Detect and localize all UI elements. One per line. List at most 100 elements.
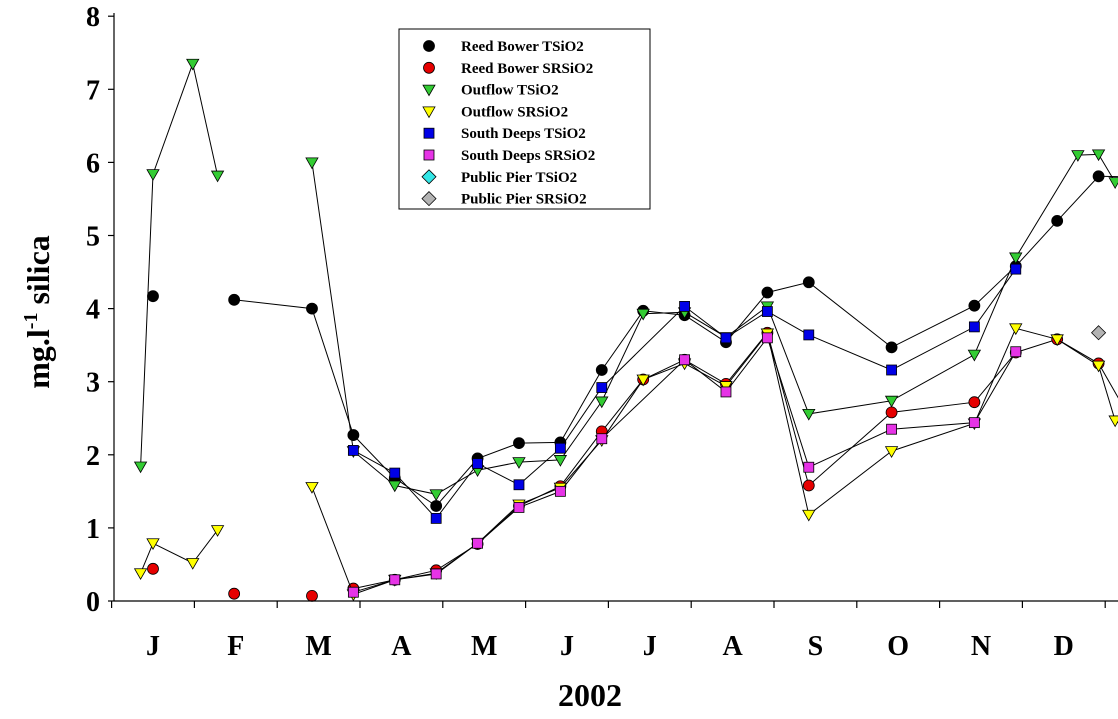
x-tick-label: F bbox=[227, 631, 244, 662]
y-tick-label: 1 bbox=[86, 514, 100, 545]
series-line bbox=[234, 175, 1118, 507]
legend-label: South Deeps TSiO2 bbox=[461, 126, 586, 142]
legend-marker bbox=[422, 84, 436, 97]
legend-label: Reed Bower SRSiO2 bbox=[461, 61, 593, 77]
data-point bbox=[1050, 334, 1064, 347]
data-point bbox=[186, 558, 200, 570]
legend-marker bbox=[423, 40, 435, 52]
legend-marker bbox=[422, 106, 436, 119]
data-point bbox=[430, 500, 443, 512]
data-point bbox=[210, 525, 225, 537]
data-point bbox=[347, 429, 360, 441]
legend-label: Reed Bower TSiO2 bbox=[461, 39, 584, 55]
data-point bbox=[513, 502, 525, 513]
y-tick-label: 7 bbox=[86, 75, 100, 106]
data-point bbox=[472, 458, 483, 469]
x-tick-label: O bbox=[887, 631, 909, 662]
data-point bbox=[884, 446, 899, 458]
y-tick-label: 6 bbox=[86, 148, 100, 179]
data-point bbox=[389, 467, 401, 479]
data-point bbox=[802, 276, 815, 289]
data-point bbox=[472, 537, 483, 549]
data-point bbox=[1071, 150, 1085, 162]
data-point bbox=[306, 589, 318, 602]
data-point bbox=[968, 321, 980, 333]
data-point bbox=[554, 442, 566, 454]
y-tick-label: 3 bbox=[86, 368, 100, 399]
data-point bbox=[146, 169, 160, 181]
data-point bbox=[886, 364, 897, 376]
data-point bbox=[1108, 415, 1118, 428]
series-outflow-srsio2 bbox=[133, 323, 1118, 602]
data-point bbox=[802, 509, 816, 522]
series-south-deeps-srsio2 bbox=[347, 332, 1022, 598]
legend-marker bbox=[423, 127, 435, 139]
data-point bbox=[306, 302, 318, 315]
data-point bbox=[968, 417, 980, 429]
y-axis-title-main: mg.l bbox=[20, 329, 56, 389]
data-point bbox=[228, 587, 241, 600]
data-point bbox=[636, 374, 650, 387]
data-point bbox=[553, 455, 568, 467]
x-tick-label: J bbox=[643, 631, 657, 662]
x-tick-label: S bbox=[808, 631, 824, 662]
data-point bbox=[1091, 325, 1107, 341]
y-axis-title-sup: -1 bbox=[20, 313, 42, 330]
y-tick-label: 8 bbox=[86, 2, 100, 33]
y-axis-title-tail: silica bbox=[20, 235, 56, 312]
data-point bbox=[679, 301, 690, 312]
series-line bbox=[140, 61, 219, 467]
series-reed-bower-tsio2 bbox=[147, 170, 1118, 512]
data-point bbox=[679, 354, 690, 366]
legend-frame bbox=[398, 28, 651, 210]
data-point bbox=[430, 568, 442, 580]
series-line bbox=[140, 529, 218, 574]
data-point bbox=[347, 586, 359, 598]
data-point bbox=[1009, 252, 1023, 265]
data-point bbox=[761, 286, 774, 299]
y-tick-label: 4 bbox=[86, 295, 100, 326]
data-point bbox=[968, 299, 981, 312]
x-tick-label: M bbox=[305, 631, 331, 662]
data-point bbox=[1108, 177, 1118, 189]
data-point bbox=[884, 395, 899, 408]
axes-layer: 0 1 2 3 4 5 6 7 8 J F M A M J J A S O N D bbox=[86, 2, 1118, 662]
legend-label: Public Pier TSiO2 bbox=[461, 170, 577, 186]
legend-label: Outflow SRSiO2 bbox=[461, 104, 568, 120]
data-point bbox=[595, 396, 609, 409]
data-point bbox=[513, 437, 525, 450]
series-line bbox=[311, 153, 1118, 495]
legend-marker bbox=[421, 169, 437, 185]
data-point bbox=[595, 364, 608, 376]
data-point bbox=[1091, 360, 1106, 373]
data-point bbox=[554, 485, 566, 497]
legend-marker bbox=[423, 149, 435, 161]
series-south-deeps-tsio2 bbox=[347, 263, 1022, 524]
x-axis-title: 2002 bbox=[558, 677, 622, 713]
data-point bbox=[761, 332, 773, 344]
x-tick-label: J bbox=[560, 631, 574, 662]
y-tick-label: 5 bbox=[86, 222, 100, 253]
x-tick-label: A bbox=[391, 631, 412, 662]
y-tick-label: 2 bbox=[86, 441, 100, 472]
series-reed-bower-srsio2 bbox=[147, 326, 1118, 602]
legend-marker bbox=[421, 191, 437, 207]
data-point bbox=[802, 408, 816, 421]
data-point bbox=[186, 58, 200, 71]
data-point bbox=[761, 306, 773, 317]
data-point bbox=[802, 479, 815, 492]
series-line bbox=[311, 327, 1118, 596]
series-public-pier-srsio2 bbox=[1091, 325, 1107, 341]
data-point bbox=[885, 406, 898, 419]
x-tick-label: J bbox=[146, 631, 160, 662]
data-point bbox=[967, 349, 982, 362]
data-point bbox=[146, 538, 160, 551]
data-point bbox=[1009, 323, 1023, 336]
legend-marker bbox=[423, 61, 435, 74]
data-point bbox=[720, 332, 732, 344]
data-point bbox=[1092, 170, 1105, 183]
y-tick-label: 0 bbox=[86, 587, 100, 618]
data-point bbox=[1091, 149, 1106, 162]
legend: Reed Bower TSiO2 Reed Bower SRSiO2 Outflow… bbox=[398, 28, 651, 210]
